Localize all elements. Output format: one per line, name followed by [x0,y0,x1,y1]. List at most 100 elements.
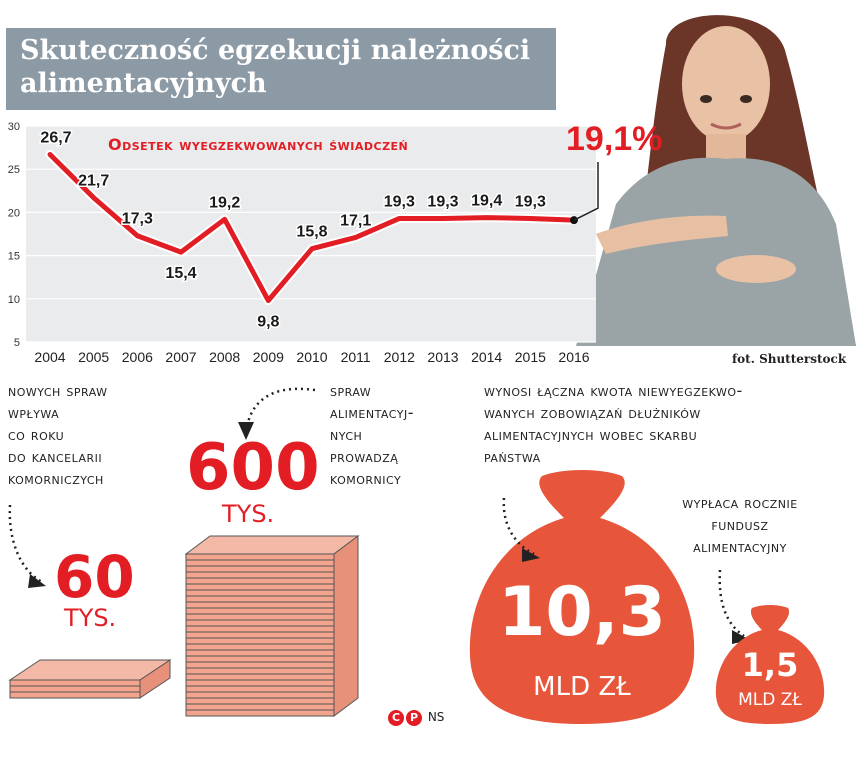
paper-stack-small [8,659,172,699]
paper-sheet [185,649,335,657]
unpaid-caption: wynosi łączna kwota niewyegzekwo- wanych… [484,380,743,468]
x-tick-label: 2015 [515,349,546,365]
paper-sheet [185,625,335,633]
data-label: 19,3 [515,193,546,210]
caption-line: spraw [330,381,372,400]
caption-line: wpływa [8,403,60,422]
new-cases-unit: tys. [64,604,117,632]
caption-line: alimentacyjnych wobec Skarbu [484,425,698,444]
caption-line: prowadzą [330,447,399,466]
money-bag-large [469,470,695,724]
paper-sheet [185,589,335,597]
dotted-arrow-icon [502,497,540,562]
chart-title: Odsetek wyegzekwowanych świadczeń [108,135,408,154]
paper-sheet [185,571,335,579]
paper-sheet [185,661,335,669]
caption-line: komornicy [330,469,402,488]
photo-credit: fot. Shutterstock [732,352,847,366]
paper-sheet [185,691,335,699]
new-cases-value: 60 [54,543,135,611]
caption-line: wynosi łączna kwota niewyegzekwo- [484,381,743,400]
paper-sheet [185,685,335,693]
x-tick-label: 2005 [78,349,109,365]
paper-sheet [185,637,335,645]
x-tick-label: 2008 [209,349,240,365]
series-line [47,152,577,304]
paper-sheet [185,601,335,609]
fund-value: 1,5 [741,646,799,684]
data-label: 15,4 [165,265,196,282]
x-tick-label: 2006 [122,349,153,365]
line-chart: 5 10 15 20 25 30 2004 2005 2006 2007 2008 2009 2010 2… [8,120,663,365]
paper-sheet [185,697,335,705]
x-tick-label: 2012 [384,349,415,365]
paper-sheet [185,595,335,603]
x-tick-label: 2004 [34,349,65,365]
x-tick-label: 2009 [253,349,284,365]
caption-line: co roku [8,425,65,444]
total-cases-value: 600 [186,431,320,505]
data-label: 17,3 [122,211,153,228]
y-tick-label: 15 [8,251,20,263]
unpaid-unit: MLD ZŁ [533,672,631,702]
new-cases-caption: nowych spraw wpływa co roku do kancelari… [8,380,108,490]
paper-sheet [185,667,335,675]
page-title: Skuteczność egzekucji należności aliment… [20,34,580,100]
title-line-1: Skuteczność egzekucji należności [20,35,531,66]
agency: NS [427,710,445,724]
x-tick-label: 2011 [341,349,371,365]
leader-line [573,162,599,221]
paper-sheet [185,607,335,615]
caption-line: Alimentacyjny [693,537,787,556]
highlight-value: 19,1% [566,120,662,158]
x-tick-label: 2016 [558,349,589,365]
caption-line: nych [330,425,363,444]
caption-line: Fundusz [711,515,769,534]
fund-unit: MLD ZŁ [738,690,802,710]
y-tick-label: 5 [14,337,20,349]
paper-sheet [185,709,335,717]
money-bag-small [715,605,825,724]
caption-line: do kancelarii [8,447,103,466]
title-line-2: alimentacyjnych [20,68,267,99]
paper-sheet [185,577,335,585]
x-tick-label: 2007 [165,349,196,365]
press-icon: P [406,710,422,726]
dotted-arrow-icon [8,504,46,588]
unpaid-value: 10,3 [498,573,666,652]
plot-area [26,126,596,342]
data-label: 15,8 [296,224,327,241]
caption-line: wypłaca rocznie [682,493,798,512]
caption-line: komorniczych [8,469,104,488]
dotted-arrow-icon [238,387,316,440]
data-label: 26,7 [40,130,71,147]
paper-sheet [185,613,335,621]
y-tick-label: 25 [8,164,20,176]
paper-sheet [185,553,335,561]
paper-sheet [185,631,335,639]
total-cases-unit: tys. [222,500,275,528]
data-label: 19,4 [471,193,502,210]
data-label: 17,1 [340,212,371,229]
caption-line: nowych spraw [8,381,108,400]
paper-sheet [185,583,335,591]
caption-line: Państwa [484,447,541,466]
data-label: 21,7 [78,173,109,190]
total-cases-caption: spraw alimentacyj- nych prowadzą komorni… [330,380,414,490]
fund-caption: wypłaca rocznie Fundusz Alimentacyjny [650,492,830,558]
caption-line: wanych zobowiązań dłużników [484,403,701,422]
x-tick-label: 2014 [471,349,502,365]
y-tick-label: 30 [8,121,20,133]
data-label: 19,3 [427,193,458,210]
paper-sheet [185,619,335,627]
paper-sheet [185,559,335,567]
paper-sheet [185,655,335,663]
x-tick-label: 2010 [296,349,327,365]
data-label: 19,2 [209,194,240,211]
paper-sheet [185,565,335,573]
x-tick-label: 2013 [427,349,458,365]
copyright-icon: C [388,710,404,726]
paper-sheet [185,679,335,687]
paper-stack-large [184,535,360,717]
